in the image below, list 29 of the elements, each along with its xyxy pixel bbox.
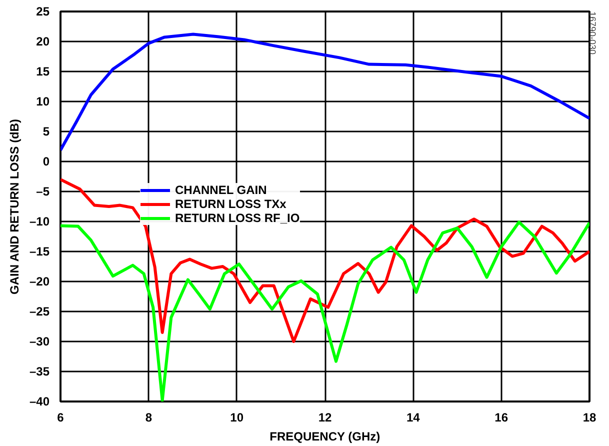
y-tick-label: –35 bbox=[29, 364, 50, 378]
annotation: 16790-030 bbox=[588, 12, 598, 55]
y-tick-label: 0 bbox=[42, 154, 50, 168]
x-tick-label: 18 bbox=[582, 410, 596, 424]
y-tick-label: 15 bbox=[36, 64, 50, 78]
y-tick-label: –10 bbox=[29, 214, 50, 228]
x-tick-label: 6 bbox=[57, 410, 64, 424]
y-tick-label: 10 bbox=[36, 94, 50, 108]
line-series bbox=[60, 178, 590, 343]
x-axis-title: FREQUENCY (GHz) bbox=[270, 430, 380, 444]
y-tick-label: –5 bbox=[36, 184, 50, 198]
legend-label: RETURN LOSS TXx bbox=[175, 197, 286, 211]
x-tick-label: 14 bbox=[406, 410, 420, 424]
x-tick-label: 8 bbox=[145, 410, 152, 424]
x-tick-label: 10 bbox=[230, 410, 244, 424]
legend-label: CHANNEL GAIN bbox=[175, 183, 267, 197]
line-series bbox=[60, 32, 590, 152]
y-tick-label: 20 bbox=[36, 34, 50, 48]
y-tick-label: –25 bbox=[29, 304, 50, 318]
x-tick-label: 16 bbox=[494, 410, 508, 424]
legend-label: RETURN LOSS RF_IO bbox=[175, 211, 300, 225]
y-tick-label: –15 bbox=[29, 244, 50, 258]
y-tick-label: –20 bbox=[29, 274, 50, 288]
y-tick-label: 25 bbox=[36, 4, 50, 18]
y-tick-label: 5 bbox=[42, 124, 50, 138]
y-axis-title: GAIN AND RETURN LOSS (dB) bbox=[7, 118, 22, 294]
x-tick-label: 12 bbox=[318, 410, 332, 424]
y-tick-label: –40 bbox=[29, 394, 50, 408]
y-tick-label: –30 bbox=[29, 334, 50, 348]
